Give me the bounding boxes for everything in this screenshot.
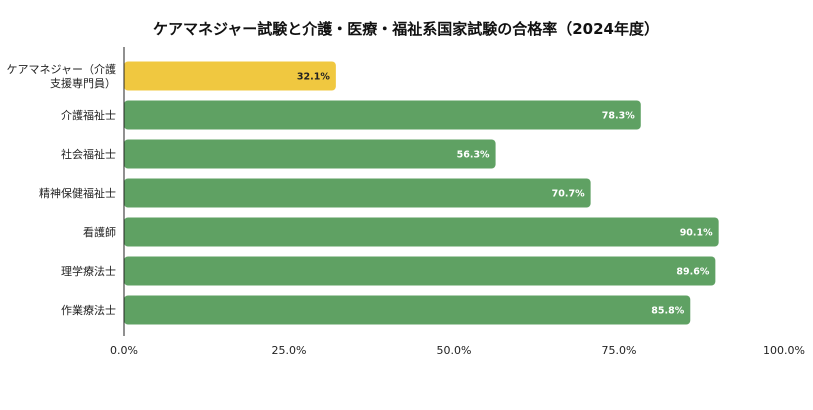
bar-2 (124, 100, 641, 130)
category-label: 精神保健福祉士 (39, 186, 116, 200)
bar-value-label: 56.3% (457, 150, 490, 161)
category-label: 看護師 (83, 225, 116, 239)
bar-value-label: 70.7% (552, 189, 585, 200)
bar-1 (124, 61, 336, 91)
bar-5 (124, 217, 719, 247)
bars-layer: 32.1% 78.3% 56.3% 70.7% 90.1% 89.6% 85.8% (124, 61, 719, 325)
category-label: 理学療法士 (61, 264, 116, 278)
x-axis-ticks: 0.0% 25.0% 50.0% 75.0% 100.0% (110, 344, 805, 357)
bar-4 (124, 178, 591, 208)
bar-3 (124, 139, 496, 169)
bar-value-label: 89.6% (676, 267, 709, 278)
x-tick-label: 75.0% (602, 344, 637, 357)
category-label: ケアマネジャー（介護支援専門員） (7, 62, 116, 90)
category-label: 介護福祉士 (61, 108, 116, 122)
category-labels: ケアマネジャー（介護支援専門員） 介護福祉士社会福祉士精神保健福祉士看護師理学療法… (7, 62, 116, 317)
category-label: 社会福祉士 (61, 147, 116, 161)
chart-title: ケアマネジャー試験と介護・医療・福祉系国家試験の合格率（2024年度） (153, 20, 659, 38)
bar-7 (124, 295, 691, 325)
bar-value-label: 32.1% (297, 72, 330, 83)
x-tick-label: 25.0% (272, 344, 307, 357)
category-label: 作業療法士 (61, 303, 116, 317)
bar-value-label: 90.1% (680, 228, 713, 239)
x-tick-label: 50.0% (437, 344, 472, 357)
x-tick-label: 100.0% (763, 344, 805, 357)
x-tick-label: 0.0% (110, 344, 138, 357)
bar-6 (124, 256, 716, 286)
bar-value-label: 85.8% (651, 306, 684, 317)
bar-value-label: 78.3% (602, 111, 635, 122)
